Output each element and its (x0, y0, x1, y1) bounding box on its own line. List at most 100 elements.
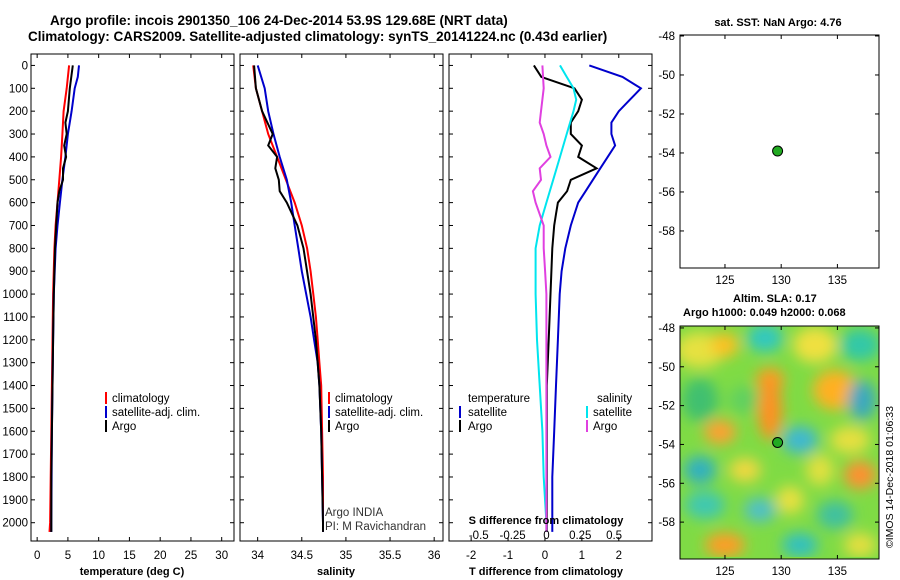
depth-tick-label: 1700 (2, 449, 28, 461)
legend-label-argo: Argo (335, 421, 359, 433)
legend-label-t-satellite: satellite (468, 407, 507, 419)
imos-credit: ©IMOS 14-Dec-2018 01:06:33 (884, 406, 896, 548)
salinity-x-ticks: 34 34.5 35 35.5 36 (251, 54, 441, 562)
map-y-tick-label: -48 (658, 323, 675, 335)
map-x-tick-label: 125 (715, 566, 734, 578)
depth-tick-label: 1800 (2, 472, 28, 484)
x-tick-label: 5 (65, 550, 71, 562)
series-argo (50, 65, 74, 532)
sla-map-panel: Altim. SLA: 0.17 Argo h1000: 0.049 h2000… (658, 293, 896, 578)
x-tick-label: 36 (428, 550, 441, 562)
s-diff-tick-label: 0.25 (569, 530, 591, 542)
depth-tick-label: 2000 (2, 518, 28, 530)
x-tick-label: -2 (466, 550, 476, 562)
depth-tick-label: 1200 (2, 335, 28, 347)
depth-tick-label: 1000 (2, 289, 28, 301)
legend-label-satellite: satellite-adj. clim. (335, 407, 423, 419)
x-tick-label: 20 (154, 550, 167, 562)
argo-float-marker-sla (772, 437, 784, 448)
x-tick-label: 15 (123, 550, 136, 562)
depth-tick-label: 1600 (2, 426, 28, 438)
temperature-lines (48, 65, 80, 532)
series-argo (253, 65, 324, 532)
series-salinity-satellite (534, 64, 578, 532)
credit-pi: PI: M Ravichandran (325, 521, 426, 533)
s-diff-tick-label: -0.5 (469, 530, 489, 542)
salinity-legend: climatology satellite-adj. clim. Argo (328, 392, 423, 433)
salinity-panel: 34 34.5 35 35.5 36 salinity climatology sate… (239, 53, 444, 578)
difference-lines (531, 64, 643, 532)
difference-y-ticks (449, 64, 652, 524)
x-tick-label: 2 (616, 550, 622, 562)
legend-label-s-argo: Argo (593, 421, 617, 433)
map-y-tick-label: -58 (658, 517, 675, 529)
depth-axis-ticks: 0 100 200 300 400 500 600 700 800 900 1000 1100 1200… (2, 60, 234, 530)
x-tick-label: 30 (215, 550, 228, 562)
x-tick-label: 0 (34, 550, 40, 562)
depth-tick-label: 300 (9, 129, 28, 141)
legend-label-s-satellite: satellite (593, 407, 632, 419)
x-tick-label: 0 (542, 550, 548, 562)
sla-map-title: Altim. SLA: 0.17 (733, 293, 817, 305)
salinity-lines (252, 65, 324, 532)
x-tick-label: 25 (185, 550, 198, 562)
temperature-plot-frame (30, 53, 235, 542)
map-x-tick-label: 125 (715, 275, 734, 287)
sla-map-frame (679, 325, 880, 560)
legend-label-climatology: climatology (335, 393, 393, 405)
map-x-tick-label: 135 (828, 275, 847, 287)
map-y-tick-label: -50 (658, 70, 675, 82)
map-y-tick-label: -52 (658, 401, 675, 413)
map-y-tick-label: -52 (658, 109, 675, 121)
x-tick-label: 34.5 (291, 550, 313, 562)
depth-tick-label: 400 (9, 152, 28, 164)
x-tick-label: 1 (579, 550, 585, 562)
chart-title-line2: Climatology: CARS2009. Satellite-adjuste… (28, 29, 608, 44)
depth-tick-label: 100 (9, 83, 28, 95)
map-y-tick-label: -56 (658, 478, 675, 490)
s-diff-ticks: -0.5 -0.25 0 0.25 0.5 (469, 530, 622, 542)
map-y-tick-label: -54 (658, 439, 675, 451)
credit-program: Argo INDIA (325, 507, 383, 519)
map-y-tick-label: -56 (658, 187, 675, 199)
depth-tick-label: 1500 (2, 403, 28, 415)
sst-map-title: sat. SST: NaN Argo: 4.76 (714, 17, 841, 29)
map-x-tick-label: 135 (828, 566, 847, 578)
t-diff-xlabel: T difference from climatology (469, 566, 624, 578)
s-diff-tick-label: -0.25 (499, 530, 525, 542)
depth-tick-label: 800 (9, 243, 28, 255)
sla-map-y-ticks: -48 -50 -52 -54 -56 -58 (658, 323, 879, 529)
difference-legend: temperature salinity satellite Argo sate… (459, 393, 632, 433)
map-y-tick-label: -54 (658, 148, 675, 160)
legend-label-t-argo: Argo (468, 421, 492, 433)
sst-map-x-ticks: 125 130 135 (715, 35, 847, 287)
depth-tick-label: 1900 (2, 495, 28, 507)
s-diff-label: S difference from climatology (469, 515, 625, 527)
sst-map-panel: sat. SST: NaN Argo: 4.76 125 130 135 -48 -5… (658, 17, 880, 287)
legend-label-argo: Argo (112, 421, 136, 433)
difference-panel: -2 -1 0 1 2 T difference from climatology S … (448, 53, 653, 578)
depth-tick-label: 500 (9, 175, 28, 187)
argo-float-marker (772, 145, 784, 157)
x-tick-label: 35 (340, 550, 353, 562)
x-tick-label: 34 (251, 550, 264, 562)
series-salinity-argo (531, 65, 552, 532)
legend-label-satellite: satellite-adj. clim. (112, 407, 200, 419)
x-tick-label: -1 (503, 550, 513, 562)
salinity-y-ticks (240, 64, 443, 524)
s-diff-tick-label: 0.5 (606, 530, 622, 542)
salinity-xlabel: salinity (317, 566, 356, 578)
s-diff-tick-label: 0 (543, 530, 549, 542)
legend-temperature-heading: temperature (468, 393, 530, 405)
sla-map-subtitle: Argo h1000: 0.049 h2000: 0.068 (683, 307, 846, 319)
depth-tick-label: 600 (9, 198, 28, 210)
legend-salinity-heading: salinity (597, 393, 632, 405)
temperature-xlabel: temperature (deg C) (80, 566, 185, 578)
t-diff-x-ticks: -2 -1 0 1 2 (466, 54, 622, 562)
x-tick-label: 10 (92, 550, 105, 562)
series-temperature-satellite (551, 64, 643, 532)
sla-map-x-ticks: 125 130 135 (715, 326, 847, 578)
temperature-panel: 0 5 10 15 20 25 30 0 100 200 300 400 500 600 700 800 90… (2, 53, 235, 578)
depth-tick-label: 700 (9, 220, 28, 232)
